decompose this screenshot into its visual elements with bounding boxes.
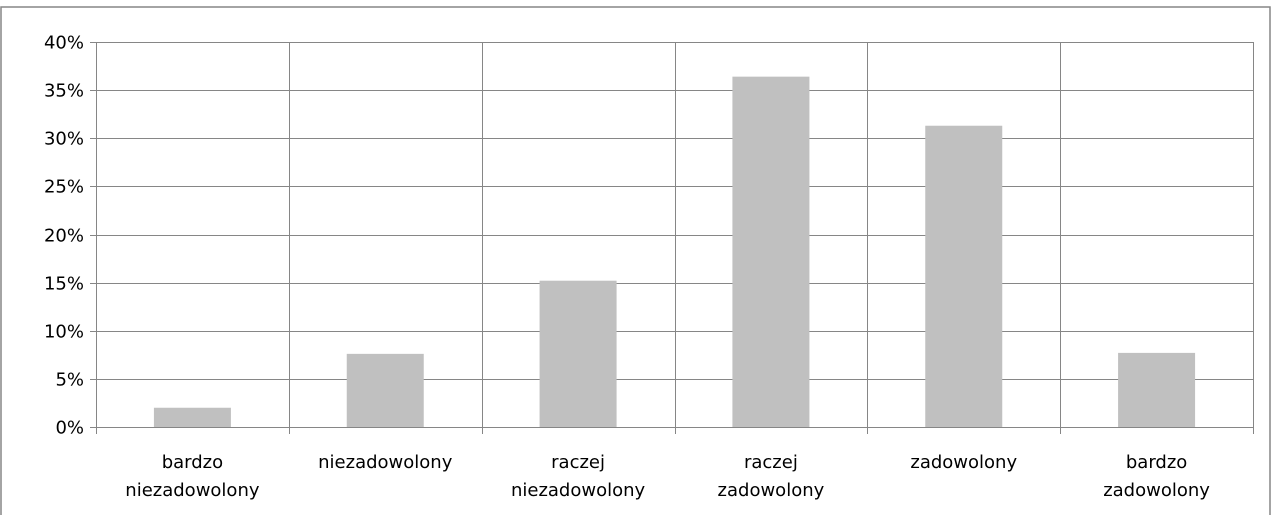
x-category-label: bardzo (1126, 452, 1187, 473)
bar (153, 407, 231, 427)
bar (732, 76, 810, 428)
bar (925, 125, 1003, 428)
y-tick-label: 15% (44, 274, 84, 295)
y-tick-label: 0% (55, 418, 84, 439)
y-tick-label: 40% (44, 33, 84, 54)
x-category-label: zadowolony (910, 452, 1017, 473)
y-tick-label: 20% (44, 226, 84, 247)
x-category-label: zadowolony (1103, 480, 1210, 501)
x-category-label: niezadowolony (125, 480, 260, 501)
x-category-label: zadowolony (718, 480, 825, 501)
x-category-label: bardzo (162, 452, 223, 473)
y-tick-label: 35% (44, 81, 84, 102)
y-tick-label: 10% (44, 322, 84, 343)
y-tick-label: 30% (44, 129, 84, 150)
bar (539, 280, 617, 427)
y-tick-label: 5% (55, 370, 84, 391)
x-category-label: niezadowolony (511, 480, 646, 501)
bar (346, 353, 424, 427)
x-category-label: raczej (744, 452, 798, 473)
x-category-label: raczej (551, 452, 605, 473)
y-tick-label: 25% (44, 177, 84, 198)
bar (1118, 352, 1196, 427)
x-category-label: niezadowolony (318, 452, 453, 473)
chart-outer-border (0, 6, 1271, 519)
